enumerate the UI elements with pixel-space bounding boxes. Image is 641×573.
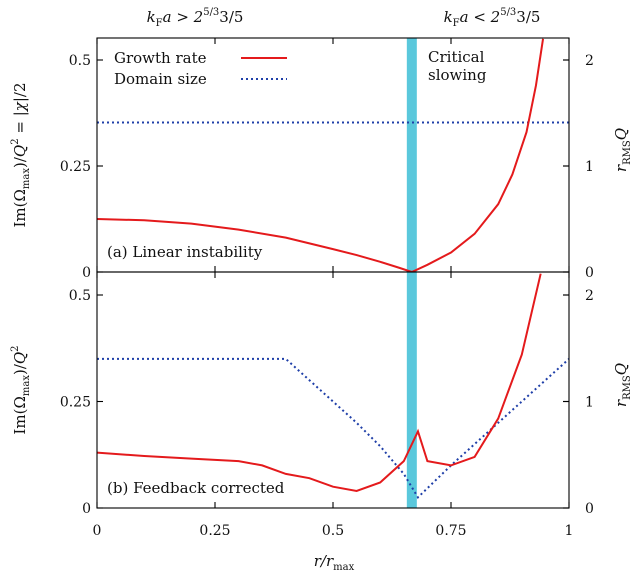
plot-frame	[96, 271, 570, 509]
x-tick-label: 1	[565, 523, 574, 539]
y-axis-label-left: Im(Ωmax)/Q2	[10, 345, 32, 434]
legend-growth-label: Growth rate	[114, 49, 207, 67]
y-tick-label-left: 0.5	[69, 53, 91, 69]
x-tick-label: 0.5	[322, 523, 344, 539]
y-tick-label-left: 0	[82, 265, 91, 281]
y-tick-label-left: 0.25	[60, 395, 91, 411]
y-tick-label-left: 0.5	[69, 288, 91, 304]
critical-slowing-band	[406, 38, 417, 508]
growth-rate-series	[97, 38, 545, 272]
domain-size-series	[97, 357, 569, 499]
y-tick-label-right: 0	[585, 501, 594, 517]
y-tick-label-left: 0	[82, 501, 91, 517]
annotation-left: kFa > 25/33/5	[147, 7, 244, 29]
x-axis-label: r/rmax	[314, 552, 355, 573]
panel-label: (a) Linear instability	[107, 243, 263, 261]
critical-label-line2: slowing	[428, 66, 487, 84]
annotation-right: kFa < 25/33/5	[444, 7, 541, 29]
x-tick-label: 0.25	[199, 523, 230, 539]
y-tick-label-right: 1	[585, 159, 594, 175]
x-tick-label: 0	[93, 523, 102, 539]
growth-rate-series	[97, 273, 542, 492]
legend-domain-label: Domain size	[114, 70, 207, 88]
legend: Growth rate Domain size	[114, 49, 287, 88]
y-axis-label-left: Im(Ωmax)/Q2 = |χ|/2	[10, 82, 32, 227]
y-axis-label-right: rRMSQ	[612, 128, 633, 172]
y-tick-label-right: 0	[585, 265, 594, 281]
y-tick-label-right: 2	[585, 288, 594, 304]
y-tick-label-right: 1	[585, 395, 594, 411]
y-tick-label-left: 0.25	[60, 159, 91, 175]
x-tick-label: 0.75	[435, 523, 466, 539]
critical-label-line1: Critical	[428, 48, 485, 66]
panel-a: 0 0.25 0.5 0 1 2 (a) Linear instability Im(Ωmax…	[10, 37, 633, 281]
panel-label: (b) Feedback corrected	[107, 479, 285, 497]
y-tick-label-right: 2	[585, 53, 594, 69]
y-axis-label-right: rRMSQ	[612, 363, 633, 407]
